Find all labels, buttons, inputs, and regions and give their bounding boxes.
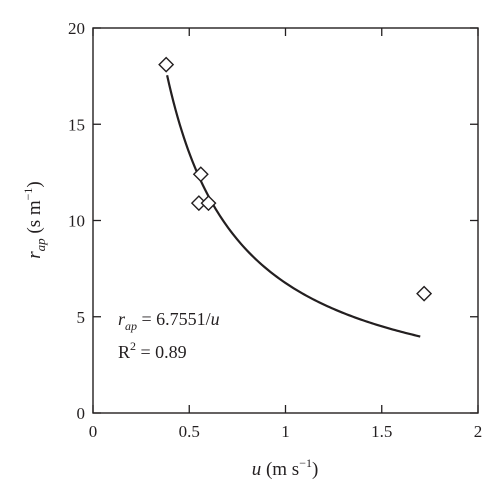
x-tick-label: 0 (89, 422, 98, 441)
axis-ticks (92, 27, 479, 414)
data-points (158, 56, 433, 302)
x-tick-label: 1.5 (371, 422, 392, 441)
data-point-diamond (200, 195, 217, 212)
y-tick-label: 5 (77, 308, 86, 327)
data-point-diamond (158, 56, 175, 73)
y-tick-label: 0 (77, 404, 86, 423)
y-tick-label: 10 (68, 212, 85, 231)
x-tick-label: 1 (281, 422, 290, 441)
data-point-diamond (416, 285, 433, 302)
x-tick-label: 2 (474, 422, 483, 441)
x-axis-label: u (m s−1) (252, 456, 319, 480)
y-tick-label: 20 (68, 19, 85, 38)
data-point-diamond (192, 166, 209, 183)
fit-equation: rap = 6.7551/u (118, 309, 220, 333)
r-squared: R2 = 0.89 (118, 339, 187, 362)
y-tick-label: 15 (68, 115, 85, 134)
x-tick-label: 0.5 (179, 422, 200, 441)
y-axis-label: rap (s m−1) (21, 181, 48, 259)
